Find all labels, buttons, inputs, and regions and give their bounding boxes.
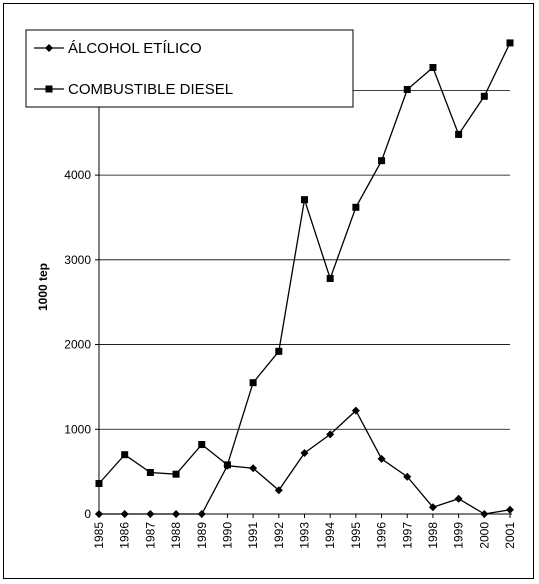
data-point-diesel	[95, 479, 103, 487]
x-tick-label: 1992	[272, 522, 286, 549]
x-tick-label: 1998	[426, 522, 440, 549]
y-tick-label: 2000	[64, 338, 91, 352]
data-point-diesel	[352, 203, 360, 211]
data-point-diesel	[326, 274, 334, 282]
x-tick-label: 1991	[246, 522, 260, 549]
x-tick-label: 1989	[195, 522, 209, 549]
data-point-alcohol	[403, 472, 412, 481]
data-point-alcohol	[480, 510, 489, 518]
gridlines	[99, 89, 510, 430]
data-point-alcohol	[197, 510, 206, 518]
x-tick-label: 1995	[349, 522, 363, 549]
data-point-diesel	[146, 468, 154, 476]
x-tick-label: 1996	[375, 522, 389, 549]
data-point-diesel	[121, 451, 129, 459]
data-point-diesel	[429, 63, 437, 71]
legend: ÁLCOHOL ETÍLICO COMBUSTIBLE DIESEL	[25, 29, 354, 108]
y-tick-label: 0	[84, 507, 91, 521]
x-tick-label: 1993	[298, 522, 312, 549]
data-point-alcohol	[351, 406, 360, 415]
x-tick-label: 1994	[323, 522, 337, 549]
y-axis-label: 1000 tep	[36, 263, 50, 311]
data-point-diesel	[249, 379, 257, 387]
data-point-alcohol	[95, 510, 103, 518]
data-point-diesel	[275, 347, 283, 355]
data-point-diesel	[506, 39, 514, 47]
legend-label-diesel: COMBUSTIBLE DIESEL	[68, 81, 233, 98]
y-tick-label: 1000	[64, 422, 91, 436]
x-tick-label: 1999	[452, 522, 466, 549]
legend-box	[25, 29, 354, 108]
x-tick-labels: 1985 1986 1987 1988 1989 1990 1991 1992 1993 1994…	[92, 522, 517, 549]
data-point-alcohol	[506, 505, 514, 514]
data-point-alcohol	[146, 510, 155, 518]
x-tick-label: 1987	[143, 522, 157, 549]
legend-marker-diesel	[45, 85, 53, 93]
y-tick-labels: 010002000300040005000	[64, 83, 91, 521]
data-point-alcohol	[326, 430, 335, 439]
x-tick-label: 1988	[169, 522, 183, 549]
data-point-diesel	[403, 86, 411, 94]
x-tick-label: 2000	[477, 522, 491, 549]
data-point-diesel	[378, 157, 386, 165]
data-point-diesel	[301, 196, 308, 204]
series-line-0	[99, 409, 511, 515]
data-point-alcohol	[120, 510, 129, 518]
data-point-alcohol	[172, 510, 181, 518]
series-group	[95, 39, 514, 518]
legend-label-alcohol: ÁLCOHOL ETÍLICO	[68, 40, 202, 57]
x-tick-label: 1986	[118, 522, 132, 549]
data-point-alcohol	[377, 454, 386, 463]
data-point-diesel	[198, 441, 206, 449]
data-point-diesel	[480, 92, 488, 100]
data-point-diesel	[455, 130, 463, 138]
y-tick-label: 4000	[64, 168, 91, 182]
series-line-1	[98, 42, 511, 484]
x-tick-label: 1990	[220, 522, 234, 549]
data-point-alcohol	[454, 494, 463, 503]
data-point-alcohol	[249, 464, 258, 473]
y-tick-label: 3000	[64, 253, 91, 267]
x-tick-label: 2001	[503, 522, 517, 549]
data-point-alcohol	[300, 448, 309, 457]
data-point-diesel	[223, 461, 231, 469]
x-tick-label: 1997	[400, 522, 414, 549]
data-point-diesel	[172, 470, 180, 478]
x-tick-label: 1985	[92, 522, 106, 549]
legend-marker-alcohol	[45, 44, 53, 52]
data-point-alcohol	[274, 486, 283, 495]
data-point-alcohol	[428, 503, 437, 512]
